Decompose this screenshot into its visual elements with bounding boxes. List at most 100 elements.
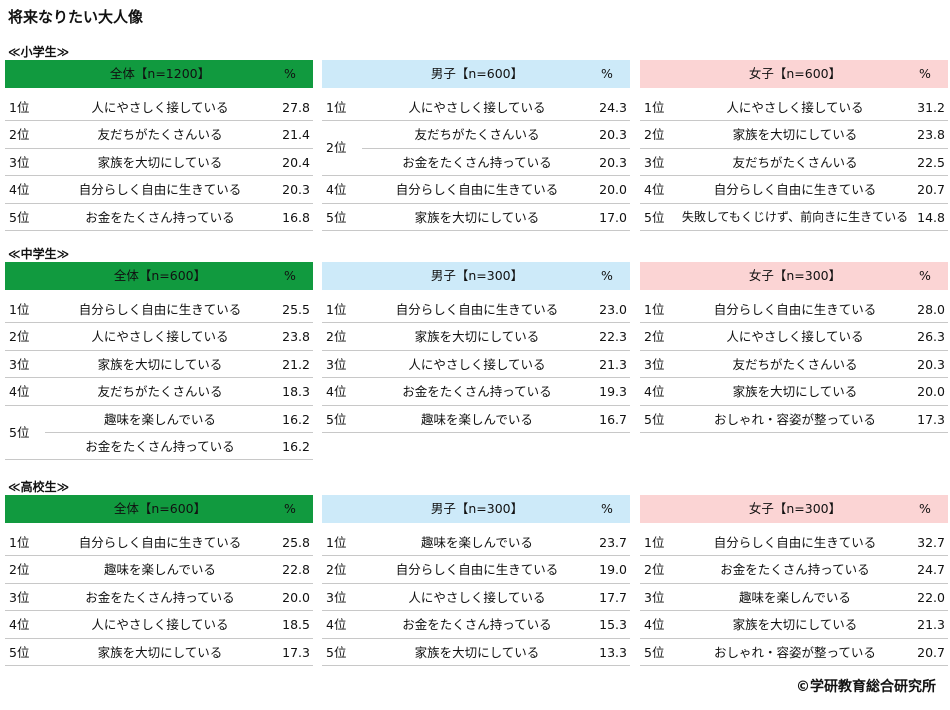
table-header: [640, 495, 948, 523]
header-unit: %: [919, 66, 931, 81]
rank: 1位: [644, 302, 665, 317]
rank: 3位: [9, 589, 30, 605]
header-label: 全体【n=600】: [113, 501, 207, 516]
item-value: 22.3: [599, 329, 627, 345]
table-header: [5, 495, 313, 523]
item-value: 25.8: [282, 535, 310, 550]
title: 将来なりたい大人像: [8, 8, 144, 26]
item-value: 18.5: [282, 617, 310, 633]
row-divider: [45, 432, 313, 433]
item-value: 16.7: [599, 411, 627, 427]
item-label: 人にやさしく接している: [91, 617, 229, 633]
item-value: 20.7: [917, 644, 945, 660]
item-label: 自分らしく自由に生きている: [713, 182, 877, 198]
row-divider: [322, 175, 630, 177]
rank: 2位: [644, 127, 665, 143]
item-label: 家族を大切にしている: [414, 329, 540, 345]
item-label: お金をたくさん持っている: [402, 154, 552, 170]
row-divider: [5, 202, 313, 204]
table-header: [5, 262, 313, 290]
row-divider: [5, 322, 313, 324]
rank: 4位: [9, 384, 30, 400]
rank: 5位: [644, 411, 665, 427]
item-value: 21.2: [282, 356, 310, 372]
item-value: 25.5: [282, 302, 310, 317]
item-value: 23.8: [917, 127, 945, 143]
item-value: 18.3: [282, 384, 310, 400]
row-divider: [5, 555, 313, 557]
item-value: 13.3: [599, 644, 627, 660]
item-label: 家族を大切にしている: [732, 617, 858, 633]
footer: ©学研教育総合研究所: [796, 679, 936, 695]
item-label: おしゃれ・容姿が整っている: [714, 411, 876, 427]
header-label: 女子【n=300】: [748, 268, 842, 283]
item-value: 20.0: [282, 589, 310, 605]
header-unit: %: [284, 268, 296, 283]
rank: 3位: [644, 356, 665, 372]
item-value: 24.3: [599, 100, 627, 115]
item-value: 20.4: [282, 154, 310, 170]
item-value: 23.0: [599, 302, 627, 317]
item-label: 自分らしく自由に生きている: [78, 302, 242, 317]
item-label: 趣味を楽しんでいる: [104, 411, 216, 427]
table-header: [640, 60, 948, 88]
item-value: 21.3: [599, 356, 627, 372]
header-label: 男子【n=300】: [430, 501, 524, 516]
item-value: 20.0: [917, 384, 945, 400]
item-label: 人にやさしく接している: [726, 100, 864, 115]
row-divider: [5, 120, 313, 122]
rank: 2位: [9, 329, 30, 345]
rank: 4位: [326, 617, 347, 633]
item-label: 友だちがたくさんいる: [732, 154, 858, 170]
rank: 4位: [9, 182, 30, 198]
item-label: お金をたくさん持っている: [402, 384, 552, 400]
row-divider: [322, 230, 630, 231]
item-label: 人にやさしく接している: [91, 100, 229, 115]
item-label: 家族を大切にしている: [97, 154, 223, 170]
rank: 5位: [326, 411, 347, 427]
row-divider: [640, 404, 948, 406]
item-label: お金をたくさん持っている: [85, 589, 235, 605]
rank: 4位: [644, 617, 665, 633]
rank: 5位: [326, 209, 347, 225]
rank: 2位: [9, 127, 30, 143]
row-divider: [5, 377, 313, 379]
item-value: 16.2: [282, 411, 310, 427]
rank: 1位: [326, 302, 347, 317]
rank: 3位: [644, 589, 665, 605]
item-value: 24.7: [917, 562, 945, 578]
row-divider: [640, 202, 948, 204]
item-label: 家族を大切にしている: [732, 384, 858, 400]
item-value: 17.3: [917, 411, 945, 427]
item-value: 23.8: [282, 329, 310, 345]
row-divider: [640, 147, 948, 149]
item-value: 26.3: [917, 329, 945, 345]
row-divider: [640, 555, 948, 557]
row-divider: [322, 404, 630, 406]
row-divider: [640, 349, 948, 351]
item-label: 友だちがたくさんいる: [97, 384, 223, 400]
section-label: ≪高校生≫: [8, 480, 70, 494]
row-divider: [322, 349, 630, 351]
rank: 1位: [9, 100, 30, 115]
item-value: 15.3: [599, 617, 627, 633]
rank: 4位: [326, 384, 347, 400]
row-divider: [640, 230, 948, 231]
header-unit: %: [601, 66, 613, 81]
row-divider: [5, 175, 313, 177]
item-label: 家族を大切にしている: [732, 127, 858, 143]
row-divider: [5, 230, 313, 231]
item-label: お金をたくさん持っている: [402, 617, 552, 633]
table-header: [322, 262, 630, 290]
header-unit: %: [601, 268, 613, 283]
item-label: 家族を大切にしている: [97, 356, 223, 372]
table-header: [322, 495, 630, 523]
item-label: 自分らしく自由に生きている: [78, 535, 242, 550]
rank: 2位: [644, 562, 665, 578]
item-label: おしゃれ・容姿が整っている: [714, 644, 876, 660]
header-unit: %: [284, 66, 296, 81]
item-value: 17.3: [282, 644, 310, 660]
item-value: 28.0: [917, 302, 945, 317]
item-label: お金をたくさん持っている: [85, 439, 235, 454]
item-label: 趣味を楽しんでいる: [104, 562, 216, 578]
